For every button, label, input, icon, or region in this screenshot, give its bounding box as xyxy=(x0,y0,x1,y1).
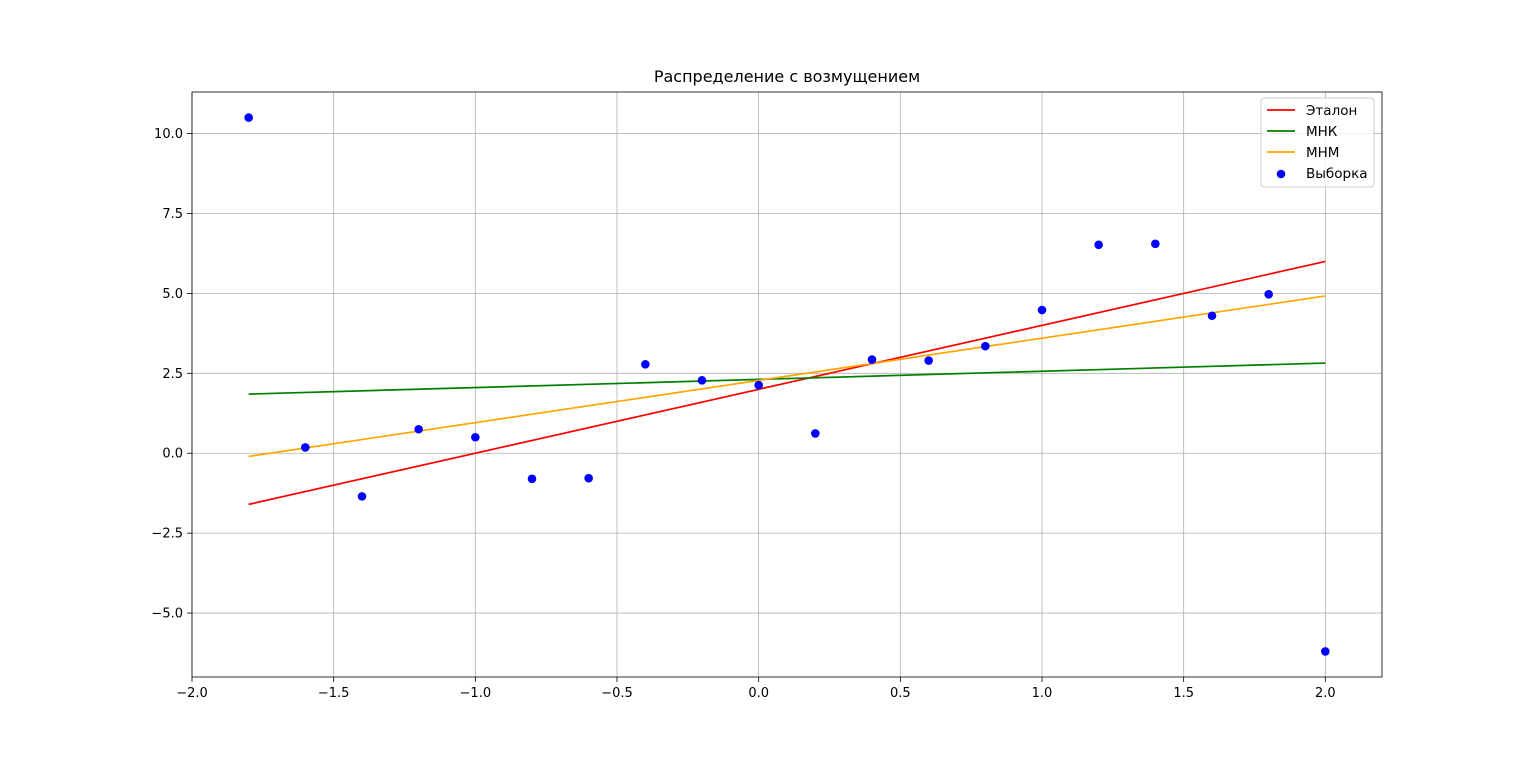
legend-box xyxy=(1260,97,1375,188)
scatter-point xyxy=(981,341,990,351)
scatter-point xyxy=(471,432,480,442)
scatter-point xyxy=(357,492,367,501)
scatter-point xyxy=(754,380,763,390)
x-tick-label: 0.0 xyxy=(748,686,769,701)
scatter-point xyxy=(244,113,253,122)
scatter-point xyxy=(414,424,423,434)
axes-frame xyxy=(191,91,1383,678)
x-tick-label: −1.5 xyxy=(318,686,350,701)
x-tick-label: 1.5 xyxy=(1173,686,1194,701)
scatter-point xyxy=(301,443,310,452)
scatter-point xyxy=(1094,240,1103,250)
x-tick-label: −0.5 xyxy=(601,686,633,701)
legend-label: Эталон xyxy=(1306,103,1357,119)
y-tick-label: −2.5 xyxy=(151,527,183,542)
series-line-2 xyxy=(248,295,1326,458)
y-tick-label: 5.0 xyxy=(162,287,183,302)
y-tick-label: 7.5 xyxy=(162,207,183,222)
x-tick-label: 0.5 xyxy=(890,686,911,701)
x-tick-label: 2.0 xyxy=(1315,686,1336,701)
series-line-1 xyxy=(248,362,1326,395)
scatter-point xyxy=(1264,290,1273,299)
y-tick-label: 10.0 xyxy=(154,127,183,142)
legend-swatch-marker xyxy=(1276,169,1286,179)
series-line-0 xyxy=(248,260,1326,506)
x-tick-label: −2.0 xyxy=(176,686,208,701)
scatter-point xyxy=(527,474,537,484)
y-tick-label: 2.5 xyxy=(162,367,183,382)
legend-label: МНК xyxy=(1306,124,1338,140)
x-tick-label: 1.0 xyxy=(1032,686,1053,701)
chart-title: Распределение с возмущением xyxy=(654,67,920,86)
scatter-point xyxy=(1151,239,1160,249)
scatter-point xyxy=(641,360,650,369)
x-tick-label: −1.0 xyxy=(460,686,492,701)
scatter-point xyxy=(811,429,820,438)
y-tick-label: 0.0 xyxy=(162,447,183,462)
plot-area: −2.0 −1.5 −1.0 −0.5 0.0 0.5 1.0 1.5 2.0 −5.0 −2.5 0… xyxy=(151,91,1383,701)
y-tick-label: −5.0 xyxy=(151,607,183,622)
scatter-point xyxy=(1037,305,1047,315)
scatter-point xyxy=(1321,647,1330,656)
legend-label: МНМ xyxy=(1306,145,1339,161)
scatter-point xyxy=(584,473,593,483)
legend-label: Выборка xyxy=(1306,166,1368,182)
scatter-point xyxy=(697,376,707,385)
scatter-point xyxy=(1207,311,1217,321)
scatter-point xyxy=(867,355,877,364)
scatter-point xyxy=(924,356,933,365)
